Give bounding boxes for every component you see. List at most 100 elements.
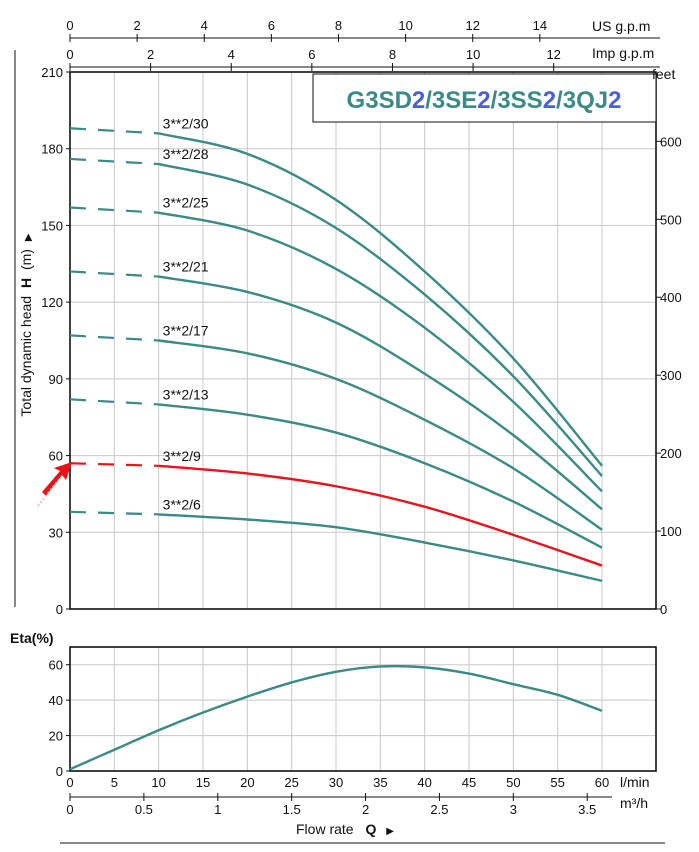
top-axis-tick-label: 6	[308, 47, 315, 62]
y2-tick-label: 300	[660, 368, 682, 383]
y2-tick-label: 100	[660, 524, 682, 539]
curve-3ss2-25	[158, 211, 603, 493]
y-tick-label: 150	[41, 218, 63, 233]
curve-dashed-segment	[69, 206, 159, 214]
curve-3ss2-17	[158, 339, 603, 531]
chart-title: G3SD2/3SE2/3SS2/3QJ2	[347, 87, 622, 114]
m3h-tick-label: 3	[510, 802, 517, 817]
x-tick-label: 50	[506, 775, 520, 790]
curve-3ss2-28	[158, 162, 603, 477]
y2-axis-label: feet	[652, 66, 675, 82]
curve-3ss2-6	[158, 513, 603, 583]
y-axis-label: Total dynamic head H (m) ▶	[18, 233, 34, 416]
y-tick-label: 30	[49, 525, 63, 540]
curve-dashed-segment	[69, 510, 159, 516]
x-tick-label: 15	[196, 775, 210, 790]
top-axis-tick-label: 8	[335, 18, 342, 33]
top-axis-tick-label: 0	[66, 47, 73, 62]
y-tick-label: 60	[49, 449, 63, 464]
top-axis-tick-label: 0	[66, 18, 73, 33]
m3h-tick-label: 0	[66, 802, 73, 817]
title-part: 2	[412, 87, 425, 114]
curve-dashed-segment	[69, 334, 159, 342]
curve-label: 3**2/17	[163, 323, 209, 339]
y-tick-label: 180	[41, 142, 63, 157]
eta-y-tick-label: 0	[56, 764, 63, 779]
x-axis-label-text: Flow rate	[296, 821, 354, 837]
curve-3ss2-13	[158, 403, 603, 549]
curve-label: 3**2/28	[163, 146, 209, 162]
x-axis-arrow: ▶	[386, 826, 394, 837]
top-axis-tick-label: 10	[466, 47, 480, 62]
x-tick-label: 40	[417, 775, 431, 790]
top-axis-label-us: US g.p.m	[592, 18, 650, 34]
x-tick-label: 30	[329, 775, 343, 790]
eta-y-tick-label: 60	[49, 658, 63, 673]
curve-label: 3**2/21	[163, 259, 209, 275]
main-plot-frame	[69, 71, 657, 610]
curve-label: 3**2/25	[163, 195, 209, 211]
y-tick-label: 120	[41, 295, 63, 310]
top-axis-tick-label: 2	[134, 18, 141, 33]
curves	[69, 127, 603, 771]
x-axis-label-symbol: Q	[365, 821, 376, 837]
title-box: G3SD2/3SE2/3SS2/3QJ2	[312, 73, 657, 123]
grid	[69, 72, 656, 771]
m3h-tick-label: 2.5	[430, 802, 448, 817]
x-tick-label: 45	[462, 775, 476, 790]
top-axis-tick-label: 8	[389, 47, 396, 62]
y2-tick-label: 200	[660, 446, 682, 461]
curve-dashed-segment	[69, 398, 159, 406]
y-tick-label: 0	[56, 602, 63, 617]
title-part: /3QJ	[556, 87, 608, 114]
title-part: G3SD	[347, 87, 412, 114]
x-axis-unit-lpm: l/min	[620, 774, 650, 790]
title-part: 2	[608, 87, 621, 114]
x-tick-label: 25	[284, 775, 298, 790]
title-part: 2	[477, 87, 490, 114]
x-tick-label: 20	[240, 775, 254, 790]
x-axis-unit-m3h: m³/h	[620, 795, 648, 811]
m3h-tick-label: 1	[214, 802, 221, 817]
eta-y-tick-label: 20	[49, 729, 63, 744]
title-frame	[312, 73, 657, 123]
y-tick-label: 210	[41, 65, 63, 80]
top-axis-tick-label: 12	[465, 18, 479, 33]
top-axis-label-imp: Imp g.p.m	[592, 45, 654, 61]
x-axis-label: Flow rate Q ▶	[296, 821, 394, 837]
curve-dashed-segment	[69, 462, 159, 467]
highlight-arrow-icon	[42, 462, 72, 496]
m3h-tick-label: 2	[362, 802, 369, 817]
axes	[14, 34, 665, 844]
x-tick-label: 0	[66, 775, 73, 790]
top-axis-tick-label: 10	[398, 18, 412, 33]
top-axis-tick-label: 2	[147, 47, 154, 62]
x-tick-label: 5	[111, 775, 118, 790]
title-part: 2	[543, 87, 556, 114]
x-tick-label: 35	[373, 775, 387, 790]
curve-label: 3**2/9	[163, 448, 201, 464]
y-axis-label-unit: (m)	[18, 249, 34, 270]
x-tick-label: 10	[151, 775, 165, 790]
x-tick-label: 55	[550, 775, 564, 790]
eta-axis-label: Eta(%)	[10, 630, 54, 646]
x-tick-label: 60	[595, 775, 609, 790]
title-part: /3SS	[491, 87, 543, 114]
eta-curve	[69, 664, 603, 771]
top-axis-tick-label: 6	[268, 18, 275, 33]
top-axis-tick-label: 12	[546, 47, 560, 62]
y2-tick-label: 500	[660, 212, 682, 227]
top-axis-tick-label: 14	[533, 18, 547, 33]
curve-label: 3**2/13	[163, 386, 209, 402]
curve-label: 3**2/30	[163, 115, 209, 131]
top-axis-tick-label: 4	[228, 47, 235, 62]
m3h-tick-label: 0.5	[135, 802, 153, 817]
title-part: /3SE	[425, 87, 477, 114]
y-tick-label: 90	[49, 372, 63, 387]
y-axis-label-prefix: Total dynamic head	[18, 296, 34, 417]
y2-tick-label: 0	[660, 602, 667, 617]
curve-3ss2-9	[158, 464, 603, 567]
y2-tick-label: 400	[660, 290, 682, 305]
